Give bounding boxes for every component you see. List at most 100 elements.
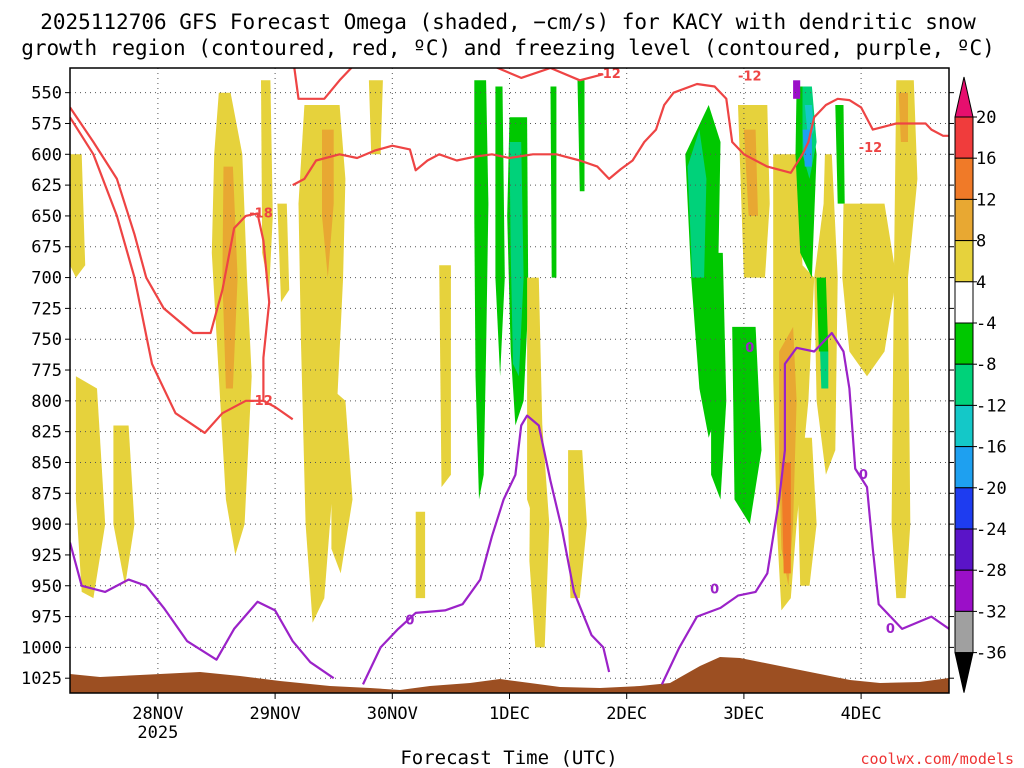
colorbar-tick-label: 20	[976, 108, 996, 128]
contour-line	[292, 82, 949, 187]
colorbar-segment	[954, 322, 974, 365]
y-tick-label: 825	[31, 423, 62, 443]
colorbar-segment	[954, 240, 974, 283]
contour-label: 0	[745, 341, 754, 356]
contour-label: -12	[738, 70, 762, 85]
colorbar-tick-label: -28	[976, 561, 1007, 581]
x-tick-label: 4DEC	[841, 704, 882, 724]
contour-line	[70, 116, 264, 434]
y-tick-label: 750	[31, 330, 62, 350]
contour-label: -18	[249, 206, 273, 221]
colorbar-tick-label: 12	[976, 190, 996, 210]
colorbar-tick-label: -36	[976, 644, 1007, 664]
omega-shade-region	[529, 425, 550, 648]
omega-shade-region	[820, 351, 829, 389]
omega-shade-region	[796, 437, 817, 586]
y-tick-label: 1000	[21, 638, 62, 658]
y-axis: 550 575 600 625 650 675 700 725 750 775 800 825 850 8…	[21, 84, 954, 689]
contour-line	[70, 542, 335, 680]
colorbar-tick-label: 8	[976, 232, 986, 252]
x-tick-label: 1DEC	[489, 704, 530, 724]
y-tick-label: 925	[31, 546, 62, 566]
y-tick-label: 775	[31, 361, 62, 381]
contour-label: 0	[859, 468, 868, 483]
x-axis-label: Forecast Time (UTC)	[400, 747, 617, 768]
omega-shade-region	[495, 86, 505, 377]
colorbar-segment	[954, 569, 974, 612]
colorbar-tick-label: -4	[976, 314, 996, 334]
y-tick-label: 975	[31, 608, 62, 628]
contour-line	[293, 68, 604, 100]
omega-shade-region	[816, 277, 829, 352]
omega-shade-region	[439, 265, 451, 488]
colorbar-top-arrow	[954, 76, 974, 118]
omega-shade-region	[322, 129, 334, 278]
colorbar-tick-label: -12	[976, 396, 1007, 416]
colorbar-tick-label: -20	[976, 479, 1007, 499]
contour-label: -12	[249, 394, 273, 409]
colorbar-segment	[954, 116, 974, 159]
colorbar-segment	[954, 404, 974, 448]
colorbar-segment	[954, 487, 974, 530]
omega-shade-region	[368, 80, 383, 155]
x-tick-label: 2DEC	[606, 704, 647, 724]
y-tick-label: 850	[31, 453, 62, 473]
colorbar-segment	[954, 528, 974, 571]
watermark: coolwx.com/models	[860, 750, 1014, 768]
colorbar-segment	[954, 363, 974, 406]
contour-label: -12	[859, 141, 883, 156]
omega-shade-region	[550, 86, 557, 278]
omega-shade-region	[113, 425, 135, 586]
omega-shade-region	[781, 462, 791, 574]
y-tick-label: 800	[31, 392, 62, 412]
colorbar-segment	[954, 157, 974, 200]
colorbar-segment	[954, 446, 974, 489]
omega-shade-region	[75, 376, 106, 599]
y-tick-label: 1025	[21, 669, 62, 689]
colorbar-segment	[954, 198, 974, 242]
surface-terrain	[70, 657, 949, 693]
colorbar-tick-label: 4	[976, 273, 986, 293]
omega-shade-region	[711, 252, 727, 500]
colorbar-tick-label: -16	[976, 438, 1007, 458]
colorbar-tick-label: -24	[976, 520, 1007, 540]
y-tick-label: 550	[31, 84, 62, 104]
y-tick-label: 875	[31, 484, 62, 504]
contour-label: 0	[710, 582, 719, 597]
y-tick-label: 600	[31, 145, 62, 165]
colorbar-tick-label: 16	[976, 149, 996, 169]
colorbar-legend: 20 16 12 8 4 -4 -8 -12 -16 -20 -24 -28 -32 -36	[954, 76, 1007, 693]
y-tick-label: 575	[31, 114, 62, 134]
y-tick-label: 725	[31, 299, 62, 319]
y-tick-label: 700	[31, 269, 62, 289]
omega-shade-region	[898, 92, 908, 142]
y-tick-label: 900	[31, 515, 62, 535]
omega-shade-region	[331, 388, 353, 574]
colorbar-tick-label: -8	[976, 355, 996, 375]
contour-label: 0	[405, 613, 414, 628]
contour-line	[362, 414, 611, 685]
omega-shade-region	[793, 80, 801, 99]
x-tick-label: 30NOV	[367, 704, 418, 724]
omega-shade-region	[743, 129, 758, 216]
colorbar-bottom-arrow	[954, 652, 974, 693]
x-tick-sublabel: 2025	[137, 723, 178, 743]
omega-shade-region	[687, 129, 707, 278]
y-tick-label: 650	[31, 207, 62, 227]
x-tick-label: 28NOV	[132, 704, 183, 724]
y-tick-label: 625	[31, 176, 62, 196]
omega-shade-region	[509, 142, 524, 377]
colorbar-segment	[954, 610, 974, 654]
shading-layer: -12 -18 -12 -12 -12 0 0 0 0 0	[70, 68, 949, 693]
colorbar-segment	[954, 281, 974, 324]
omega-shade-region	[891, 80, 918, 599]
omega-shade-region	[474, 80, 489, 500]
chart-title-line2: growth region (contoured, red, ºC) and f…	[21, 36, 995, 60]
x-tick-label: 3DEC	[723, 704, 764, 724]
chart-title: 2025112706 GFS Forecast Omega (shaded, −…	[40, 10, 976, 34]
y-tick-label: 950	[31, 577, 62, 597]
contour-label: 0	[886, 622, 895, 637]
omega-shade-region	[568, 450, 587, 599]
